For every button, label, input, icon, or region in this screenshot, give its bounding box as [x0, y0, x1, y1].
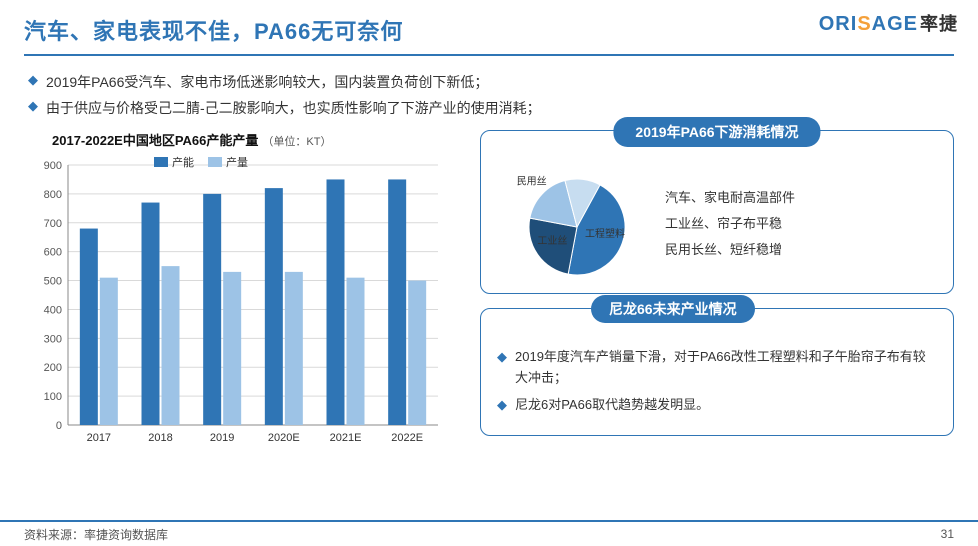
intro-bullet-text: 由于供应与价格受己二腈-己二胺影响大，也实质性影响了下游产业的使用消耗； — [46, 98, 541, 118]
svg-text:500: 500 — [44, 276, 62, 288]
legend-swatch — [208, 157, 222, 167]
intro-bullet: ◆ 2019年PA66受汽车、家电市场低迷影响较大，国内装置负荷创下新低； — [28, 72, 954, 92]
svg-text:2022E: 2022E — [391, 432, 423, 444]
panel-downstream-title: 2019年PA66下游消耗情况 — [613, 117, 820, 147]
bar-chart-unit: （单位：KT） — [262, 133, 331, 149]
footer-page: 31 — [941, 527, 954, 541]
svg-text:2017: 2017 — [87, 432, 111, 444]
brand-logo: ORISAGE率捷 — [819, 10, 958, 36]
pie-note: 工业丝、帘子布平稳 — [665, 211, 795, 237]
footer-source: 资料来源：率捷资询数据库 — [24, 526, 168, 543]
legend-label: 产能 — [172, 154, 194, 170]
bar-chart-svg: 0 100 200 300 400 500 600 700 800 900 2017 2018 2019… — [24, 155, 444, 455]
legend-label: 产量 — [226, 154, 248, 170]
bar-chart-title: 2017-2022E中国地区PA66产能产量 — [52, 130, 258, 149]
svg-text:400: 400 — [44, 304, 62, 316]
svg-text:600: 600 — [44, 247, 62, 259]
intro-bullet-text: 2019年PA66受汽车、家电市场低迷影响较大，国内装置负荷创下新低； — [46, 72, 488, 92]
diamond-icon: ◆ — [28, 72, 38, 88]
legend-swatch — [154, 157, 168, 167]
svg-text:0: 0 — [56, 420, 62, 432]
svg-text:100: 100 — [44, 391, 62, 403]
svg-text:2019: 2019 — [210, 432, 234, 444]
panel-future: 尼龙66未来产业情况 ◆2019年度汽车产销量下滑，对于PA66改性工程塑料和子… — [480, 308, 954, 436]
logo-latin-1: ORI — [819, 13, 858, 35]
svg-text:民用丝: 民用丝 — [517, 176, 547, 188]
panel-downstream-notes: 汽车、家电耐高温部件工业丝、帘子布平稳民用长丝、短纤稳增 — [665, 185, 795, 263]
diamond-icon: ◆ — [497, 347, 507, 368]
legend-item: 产能 — [154, 154, 194, 170]
svg-text:2018: 2018 — [148, 432, 172, 444]
pie-note: 民用长丝、短纤稳增 — [665, 237, 795, 263]
svg-text:900: 900 — [44, 160, 62, 172]
svg-text:200: 200 — [44, 362, 62, 374]
intro-bullets: ◆ 2019年PA66受汽车、家电市场低迷影响较大，国内装置负荷创下新低； ◆ 由于供… — [28, 72, 954, 118]
svg-text:800: 800 — [44, 189, 62, 201]
svg-text:300: 300 — [44, 333, 62, 345]
diamond-icon: ◆ — [497, 395, 507, 416]
logo-latin-2: AGE — [872, 13, 918, 35]
slide-footer: 资料来源：率捷资询数据库 31 — [0, 520, 978, 546]
slide-title: 汽车、家电表现不佳，PA66无可奈何 — [24, 14, 954, 46]
svg-text:工业丝: 工业丝 — [537, 235, 567, 247]
panel-downstream: 2019年PA66下游消耗情况 工程塑料工业丝民用丝其他 汽车、家电耐高温部件工… — [480, 130, 954, 294]
svg-text:2020E: 2020E — [268, 432, 300, 444]
diamond-icon: ◆ — [28, 98, 38, 114]
future-bullet: ◆ 2019年度汽车产销量下滑，对于PA66改性工程塑料和子午胎帘子布有较大冲击； — [497, 347, 937, 389]
svg-text:700: 700 — [44, 218, 62, 230]
bar-chart-legend: 产能 产量 — [154, 154, 248, 170]
legend-item: 产量 — [208, 154, 248, 170]
bar-chart-area: 2017-2022E中国地区PA66产能产量 （单位：KT） 产能 产量 0 100… — [24, 130, 464, 455]
intro-bullet: ◆ 由于供应与价格受己二腈-己二胺影响大，也实质性影响了下游产业的使用消耗； — [28, 98, 954, 118]
svg-text:工程塑料: 工程塑料 — [585, 227, 625, 240]
future-bullet: ◆ 尼龙6对PA66取代趋势越发明显。 — [497, 395, 937, 416]
title-underline — [24, 54, 954, 56]
future-bullet-text: 2019年度汽车产销量下滑，对于PA66改性工程塑料和子午胎帘子布有较大冲击； — [515, 347, 937, 389]
logo-accent: S — [857, 13, 871, 35]
future-bullet-text: 尼龙6对PA66取代趋势越发明显。 — [515, 395, 709, 416]
panel-future-title: 尼龙66未来产业情况 — [591, 295, 755, 323]
svg-text:2021E: 2021E — [330, 432, 362, 444]
pie-note: 汽车、家电耐高温部件 — [665, 185, 795, 211]
logo-cn: 率捷 — [920, 14, 958, 34]
pie-chart-svg: 工程塑料工业丝民用丝其他 — [497, 169, 647, 279]
panel-future-bullets: ◆ 2019年度汽车产销量下滑，对于PA66改性工程塑料和子午胎帘子布有较大冲击；… — [497, 347, 937, 415]
